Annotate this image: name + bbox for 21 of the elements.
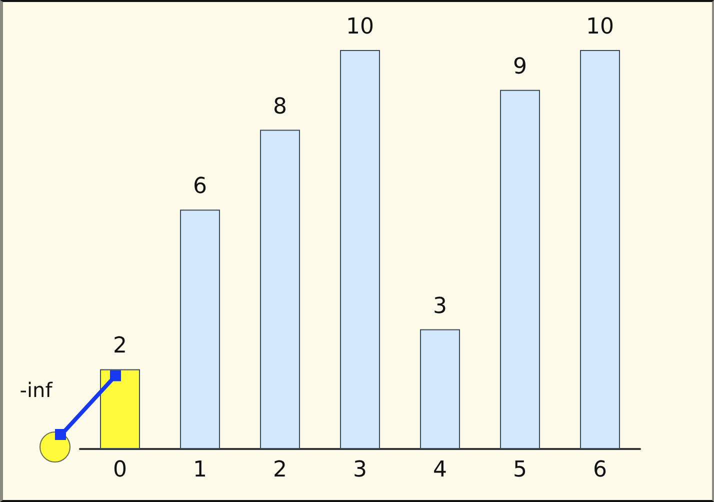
x-tick-label: 3 xyxy=(353,458,367,482)
x-tick-label: 6 xyxy=(593,458,607,482)
x-tick-label: 5 xyxy=(513,458,527,482)
bar xyxy=(260,130,300,449)
x-tick-label: 4 xyxy=(433,458,447,482)
data-label: 10 xyxy=(346,14,374,40)
data-label: 2 xyxy=(113,334,127,359)
data-label: 8 xyxy=(273,94,287,120)
bar xyxy=(580,50,620,449)
x-tick-label: 0 xyxy=(113,458,127,482)
data-label: 6 xyxy=(193,174,207,200)
text: -inf xyxy=(20,378,54,402)
data-label: 10 xyxy=(586,14,614,40)
data-label: 3 xyxy=(433,294,447,319)
bar xyxy=(500,90,540,449)
data-label: 9 xyxy=(513,54,527,80)
bar xyxy=(180,210,220,449)
bar xyxy=(340,50,380,449)
x-tick-label: 2 xyxy=(273,458,287,482)
x-tick-label: 1 xyxy=(193,458,207,482)
bar xyxy=(420,329,460,449)
